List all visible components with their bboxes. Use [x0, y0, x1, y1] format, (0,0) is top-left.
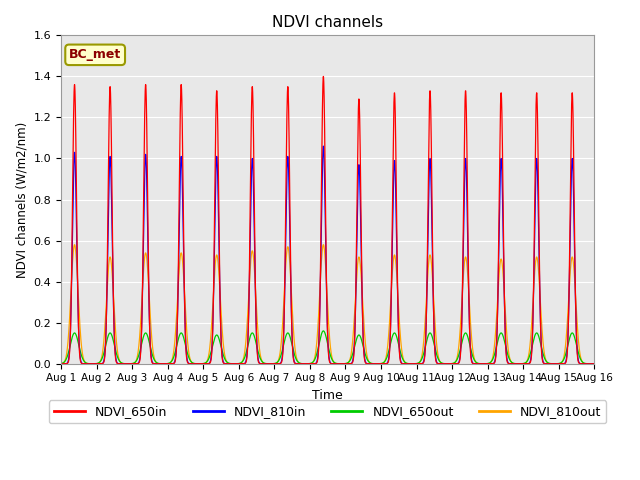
NDVI_810out [257, 354, 264, 360]
NDVI_810in [319, 144, 327, 149]
NDVI_810out [589, 361, 596, 367]
Line: NDVI_650out: NDVI_650out [61, 331, 595, 364]
NDVI_810out [477, 361, 484, 367]
NDVI_650in [401, 361, 409, 367]
NDVI_810in [257, 361, 264, 367]
Y-axis label: NDVI channels (W/m2/nm): NDVI channels (W/m2/nm) [15, 121, 28, 277]
NDVI_810in [401, 361, 409, 367]
Line: NDVI_650in: NDVI_650in [61, 76, 595, 364]
NDVI_810in [477, 361, 484, 367]
NDVI_810out [591, 361, 598, 367]
NDVI_650in [319, 73, 327, 79]
NDVI_650out [57, 360, 65, 366]
X-axis label: Time: Time [312, 389, 343, 402]
NDVI_810out [70, 242, 78, 248]
NDVI_650out [319, 328, 327, 334]
NDVI_810in [591, 361, 598, 367]
Line: NDVI_810out: NDVI_810out [61, 245, 595, 364]
NDVI_650out [591, 361, 598, 367]
NDVI_810out [401, 360, 409, 365]
NDVI_650out [477, 361, 484, 367]
NDVI_650in [166, 361, 173, 367]
NDVI_810out [166, 360, 173, 366]
NDVI_810out [172, 335, 179, 340]
NDVI_650out [257, 356, 264, 362]
NDVI_650in [257, 361, 264, 367]
NDVI_650out [172, 350, 179, 356]
NDVI_650in [57, 361, 65, 367]
Legend: NDVI_650in, NDVI_810in, NDVI_650out, NDVI_810out: NDVI_650in, NDVI_810in, NDVI_650out, NDV… [49, 400, 606, 423]
NDVI_650in [477, 361, 484, 367]
Title: NDVI channels: NDVI channels [272, 15, 383, 30]
NDVI_650in [589, 361, 596, 367]
NDVI_650in [172, 359, 179, 364]
NDVI_810in [589, 361, 596, 367]
Line: NDVI_810in: NDVI_810in [61, 146, 595, 364]
NDVI_650out [166, 360, 173, 366]
NDVI_650out [589, 361, 596, 367]
NDVI_650in [591, 361, 598, 367]
NDVI_810out [57, 361, 65, 367]
NDVI_810in [57, 361, 65, 367]
NDVI_650out [401, 360, 409, 365]
Text: BC_met: BC_met [69, 48, 121, 61]
NDVI_810in [172, 358, 179, 363]
NDVI_810in [166, 361, 173, 367]
